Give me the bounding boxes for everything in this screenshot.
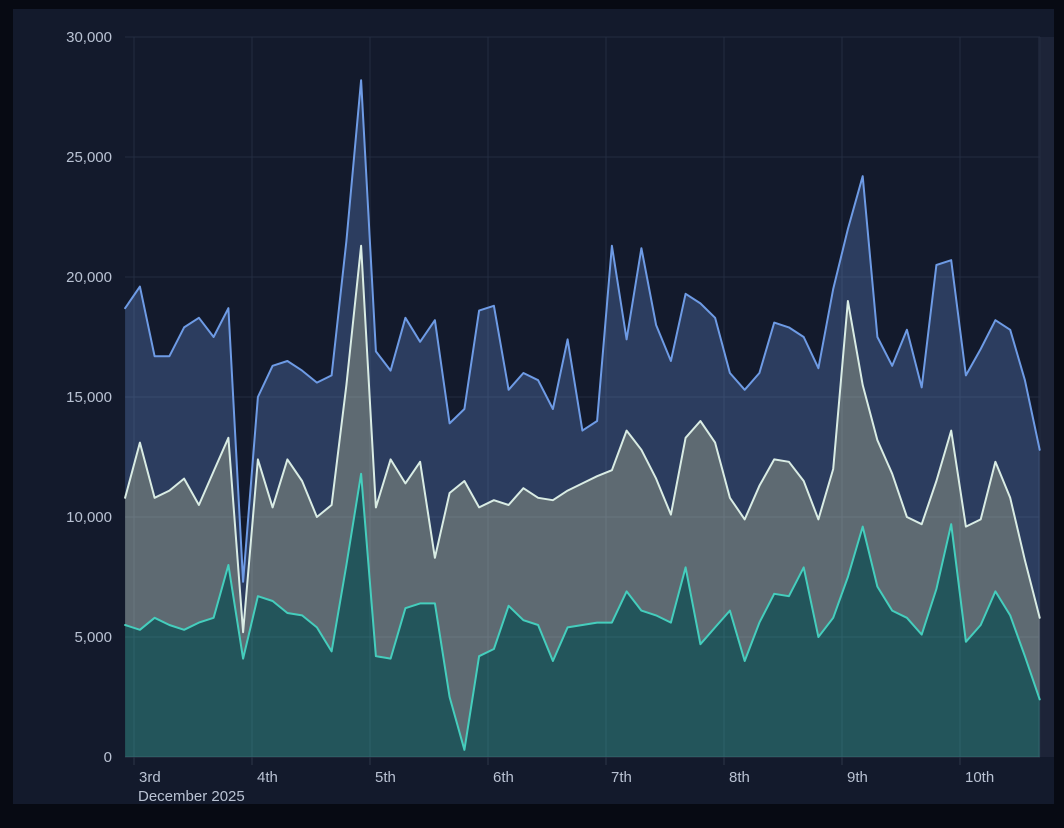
- x-axis-month-label: December 2025: [138, 788, 245, 805]
- right-axis-strip: [1038, 37, 1056, 757]
- x-tick-label: 8th: [729, 769, 750, 786]
- y-tick-label: 5,000: [74, 629, 112, 646]
- x-tick-label: 5th: [375, 769, 396, 786]
- y-tick-label: 0: [104, 749, 112, 766]
- y-tick-label: 15,000: [66, 389, 112, 406]
- x-tick-label: 3rd: [139, 769, 161, 786]
- area-band-bottom-teal: [125, 473, 1040, 757]
- x-tick-label: 10th: [965, 769, 994, 786]
- x-tick-label: 4th: [257, 769, 278, 786]
- x-tick-label: 9th: [847, 769, 868, 786]
- line-middle-pale: [124, 244, 1041, 634]
- line-top-blue: [124, 79, 1041, 583]
- y-tick-label: 25,000: [66, 149, 112, 166]
- y-tick-label: 30,000: [66, 29, 112, 46]
- line-bottom-teal: [124, 472, 1041, 751]
- y-tick-label: 20,000: [66, 269, 112, 286]
- x-tick-label: 6th: [493, 769, 514, 786]
- x-tick-label: 7th: [611, 769, 632, 786]
- y-tick-label: 10,000: [66, 509, 112, 526]
- area-band-middle-pale: [125, 245, 1040, 750]
- area-band-top-blue: [125, 80, 1040, 633]
